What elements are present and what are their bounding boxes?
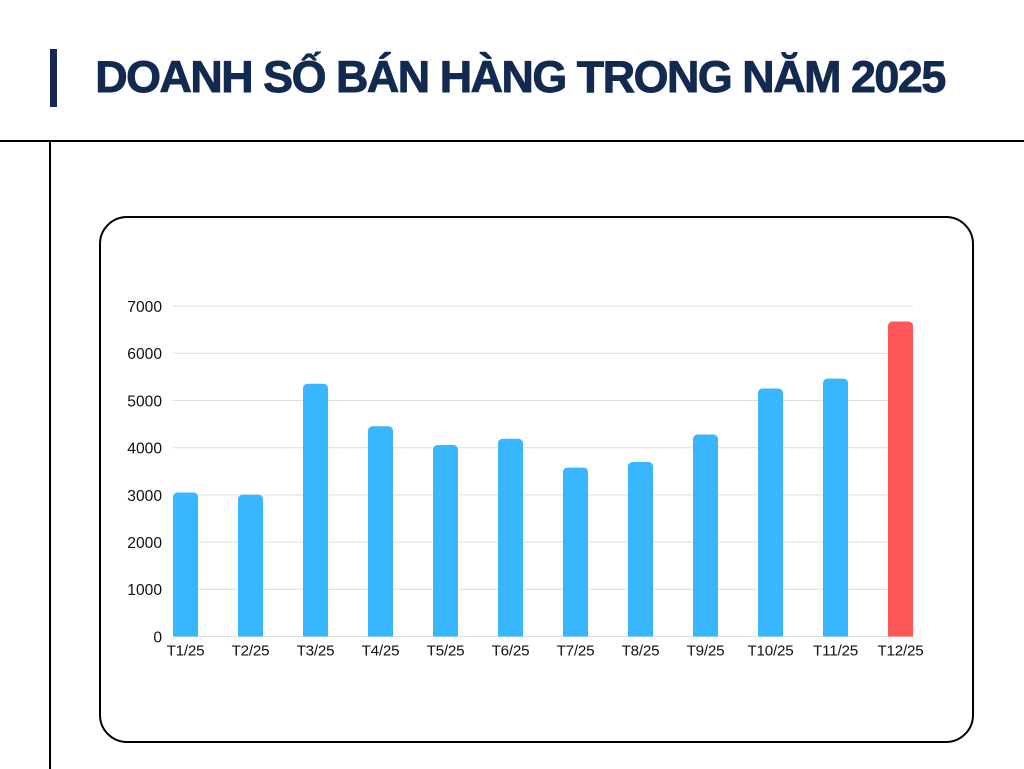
svg-text:T4/25: T4/25	[362, 643, 400, 660]
svg-text:T5/25: T5/25	[427, 643, 465, 660]
svg-text:0: 0	[153, 629, 162, 646]
svg-text:1000: 1000	[127, 582, 162, 599]
svg-text:T6/25: T6/25	[492, 643, 530, 660]
svg-text:T8/25: T8/25	[622, 643, 660, 660]
svg-text:7000: 7000	[127, 299, 162, 316]
svg-text:4000: 4000	[127, 441, 162, 458]
svg-text:T3/25: T3/25	[297, 643, 335, 660]
svg-text:2000: 2000	[127, 535, 162, 552]
svg-text:T11/25: T11/25	[813, 643, 858, 660]
svg-text:T12/25: T12/25	[877, 643, 923, 660]
svg-text:T1/25: T1/25	[167, 643, 205, 660]
svg-text:T2/25: T2/25	[232, 643, 270, 660]
svg-text:T10/25: T10/25	[747, 643, 793, 660]
svg-text:5000: 5000	[127, 393, 162, 410]
svg-text:T7/25: T7/25	[557, 643, 595, 660]
svg-text:T9/25: T9/25	[687, 643, 725, 660]
svg-text:6000: 6000	[127, 346, 162, 363]
svg-text:3000: 3000	[127, 488, 162, 505]
